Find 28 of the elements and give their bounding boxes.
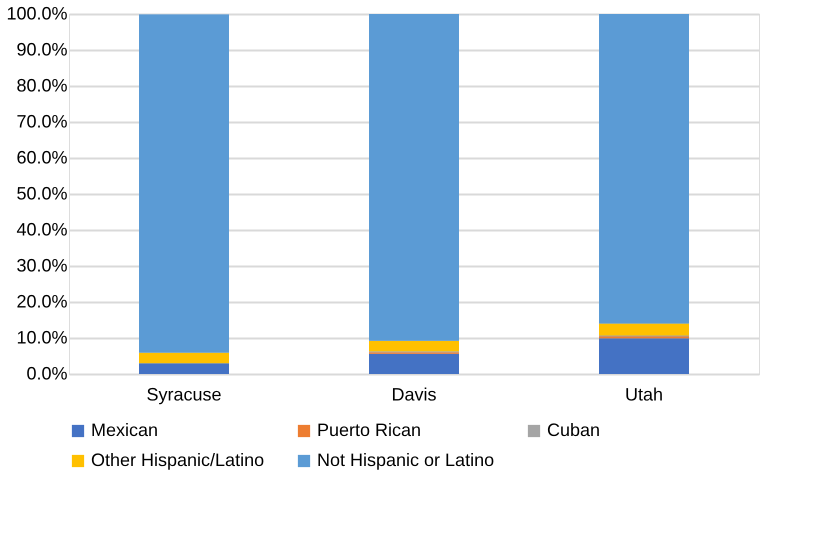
y-tick-label: 20.0% bbox=[16, 292, 68, 312]
legend-label: Mexican bbox=[91, 420, 158, 440]
x-tick-label: Syracuse bbox=[146, 384, 222, 404]
y-tick-label: 80.0% bbox=[16, 76, 68, 96]
legend-label: Cuban bbox=[547, 420, 600, 440]
bar bbox=[369, 354, 459, 374]
y-tick-label: 0.0% bbox=[26, 364, 68, 384]
y-tick-label: 90.0% bbox=[16, 40, 68, 60]
y-tick-label: 40.0% bbox=[16, 220, 68, 240]
bar bbox=[139, 363, 229, 374]
legend-label: Not Hispanic or Latino bbox=[317, 450, 494, 470]
legend-label: Puerto Rican bbox=[317, 420, 422, 440]
bar bbox=[599, 14, 689, 324]
y-tick-label: 50.0% bbox=[16, 184, 68, 204]
bar bbox=[139, 14, 229, 353]
bar bbox=[139, 352, 229, 364]
bar bbox=[369, 14, 459, 341]
bar bbox=[599, 338, 689, 374]
bar bbox=[369, 340, 459, 352]
y-tick-label: 60.0% bbox=[16, 148, 68, 168]
legend-label: Other Hispanic/Latino bbox=[91, 450, 264, 470]
x-tick-label: Utah bbox=[624, 384, 664, 404]
x-tick-label: Davis bbox=[391, 384, 437, 404]
y-tick-label: 70.0% bbox=[16, 112, 68, 132]
y-tick-label: 100.0% bbox=[6, 4, 68, 24]
bar bbox=[599, 324, 689, 336]
y-tick-label: 30.0% bbox=[16, 256, 68, 276]
y-tick-label: 10.0% bbox=[16, 328, 68, 348]
